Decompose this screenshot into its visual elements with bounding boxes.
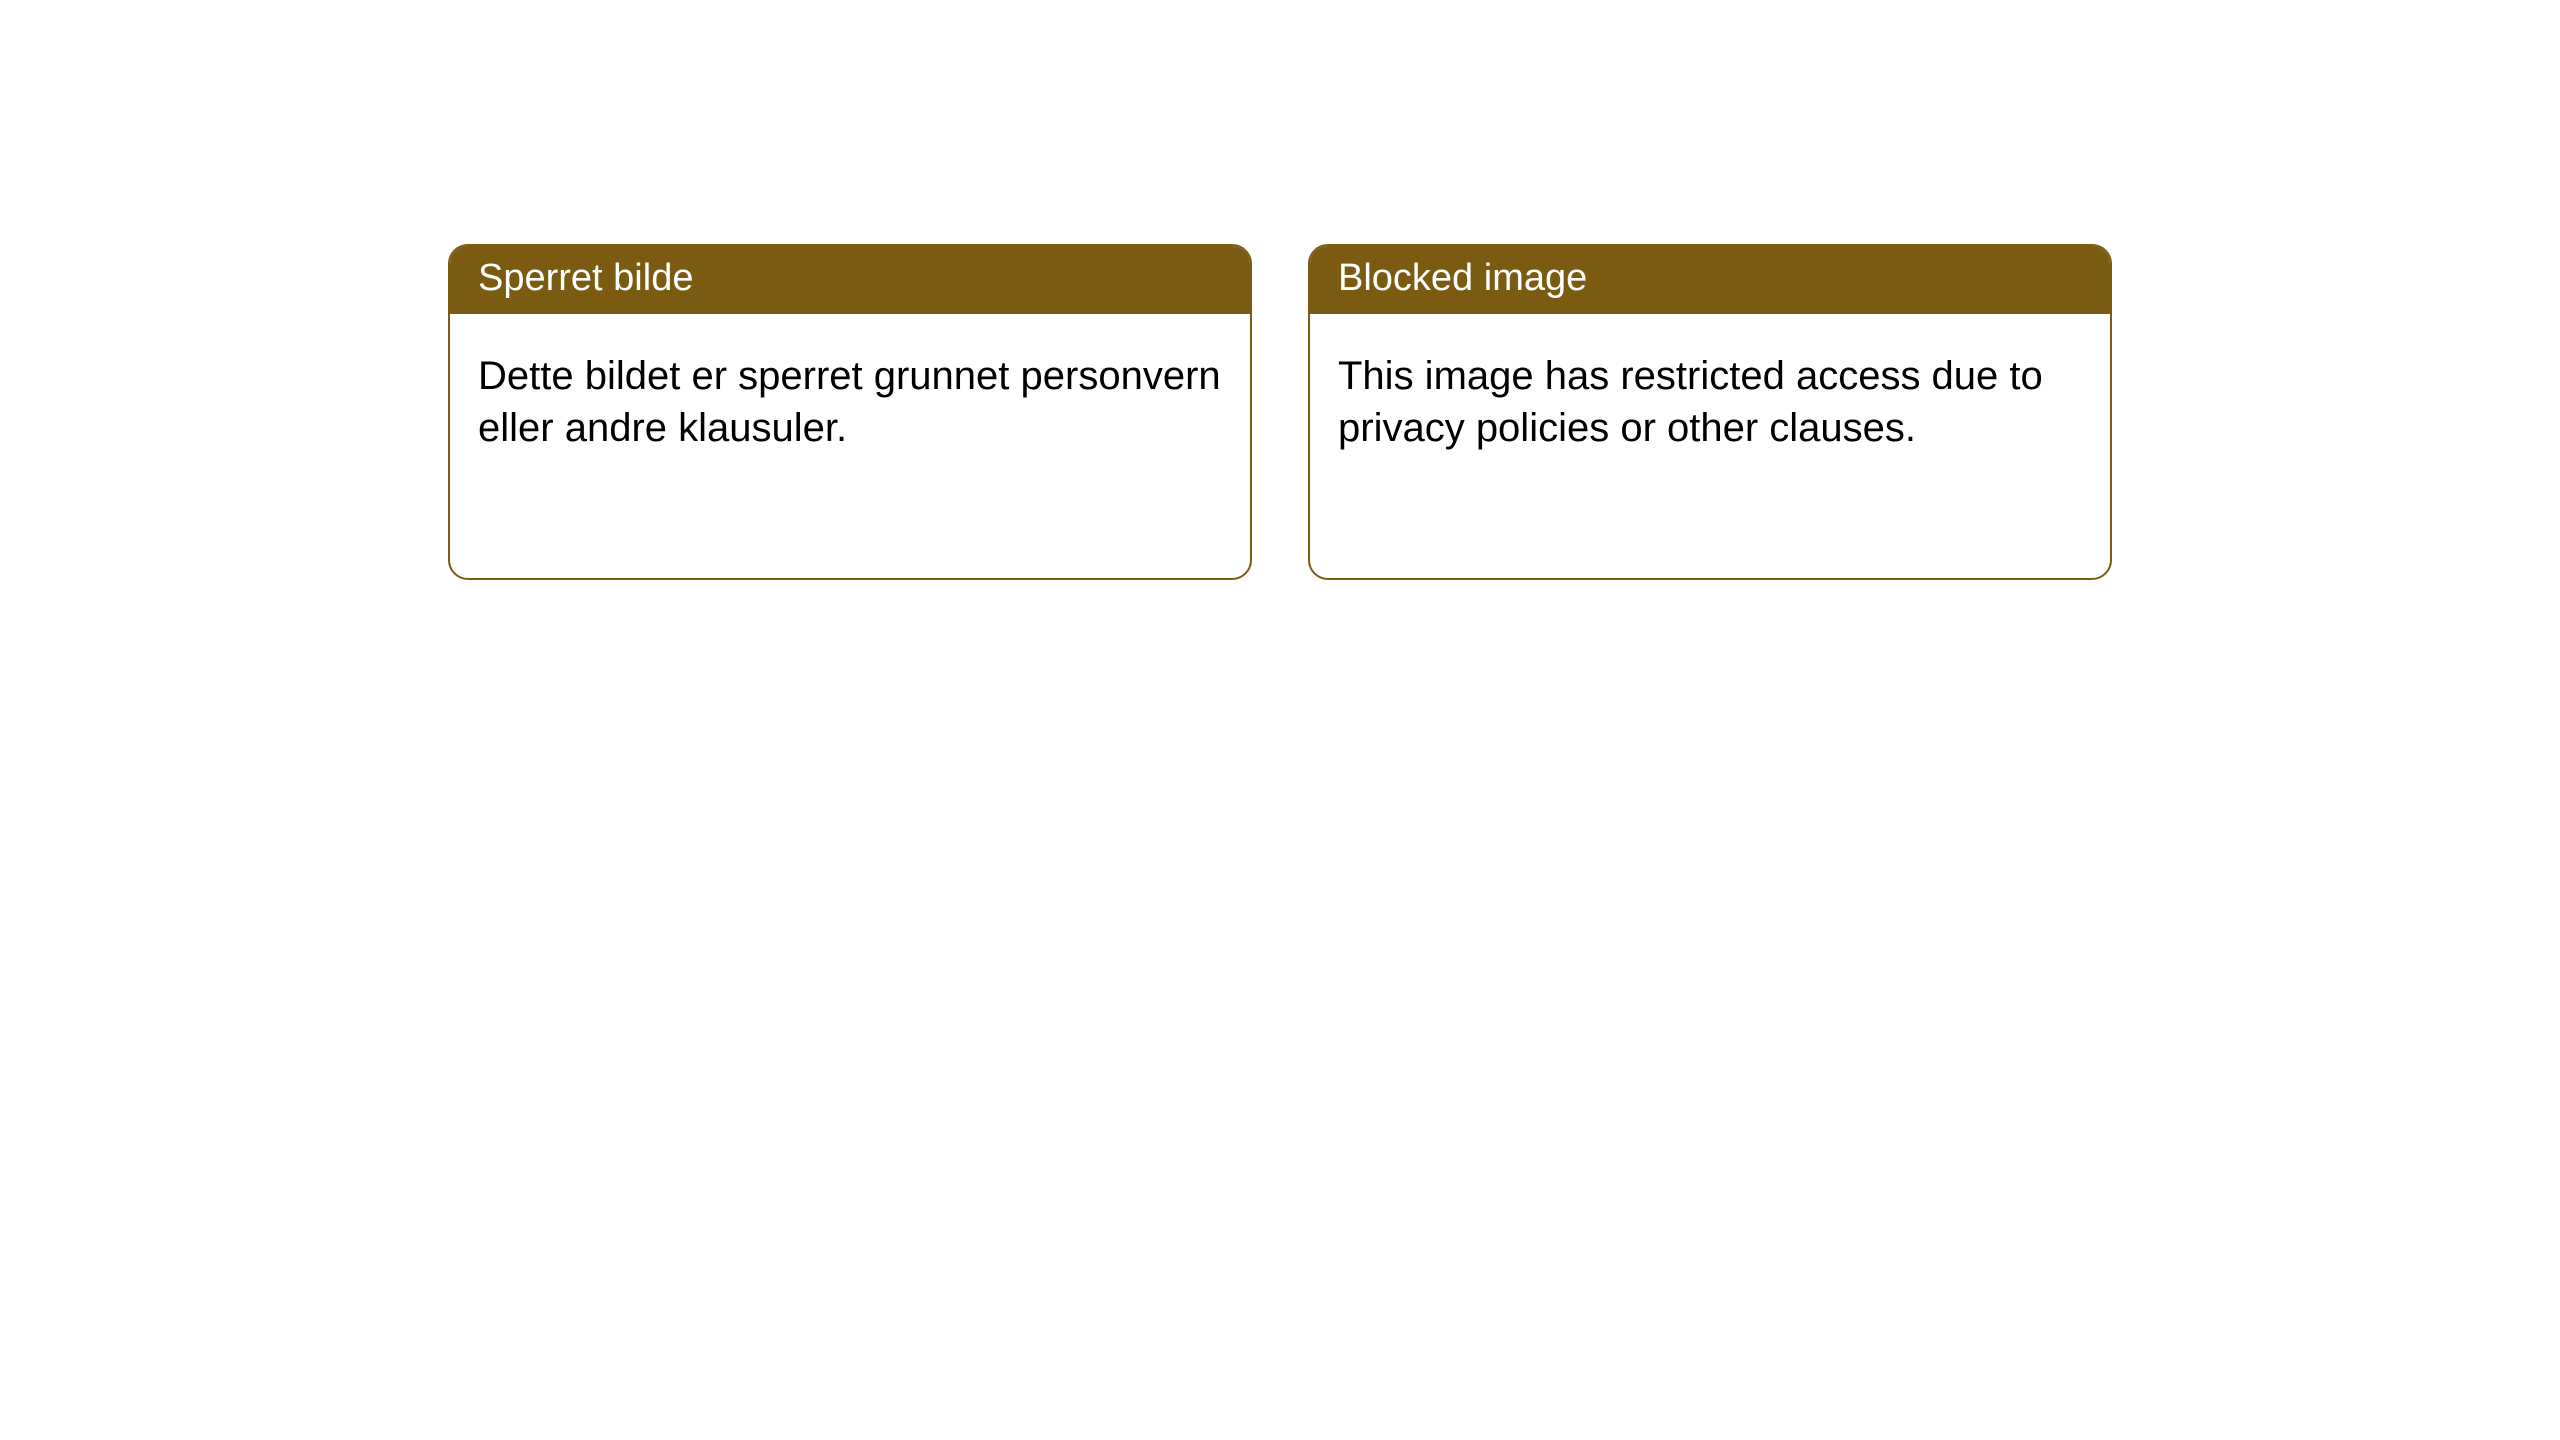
card-header-text: Blocked image <box>1338 257 1587 299</box>
card-header: Blocked image <box>1310 246 2110 314</box>
notice-cards-container: Sperret bilde Dette bildet er sperret gr… <box>0 0 2560 580</box>
card-header-text: Sperret bilde <box>478 257 693 299</box>
card-body-text: This image has restricted access due to … <box>1338 354 2043 450</box>
card-header: Sperret bilde <box>450 246 1250 314</box>
card-body-text: Dette bildet er sperret grunnet personve… <box>478 354 1221 450</box>
card-body: Dette bildet er sperret grunnet personve… <box>450 314 1250 482</box>
blocked-image-card-english: Blocked image This image has restricted … <box>1308 244 2112 580</box>
card-body: This image has restricted access due to … <box>1310 314 2110 482</box>
blocked-image-card-norwegian: Sperret bilde Dette bildet er sperret gr… <box>448 244 1252 580</box>
